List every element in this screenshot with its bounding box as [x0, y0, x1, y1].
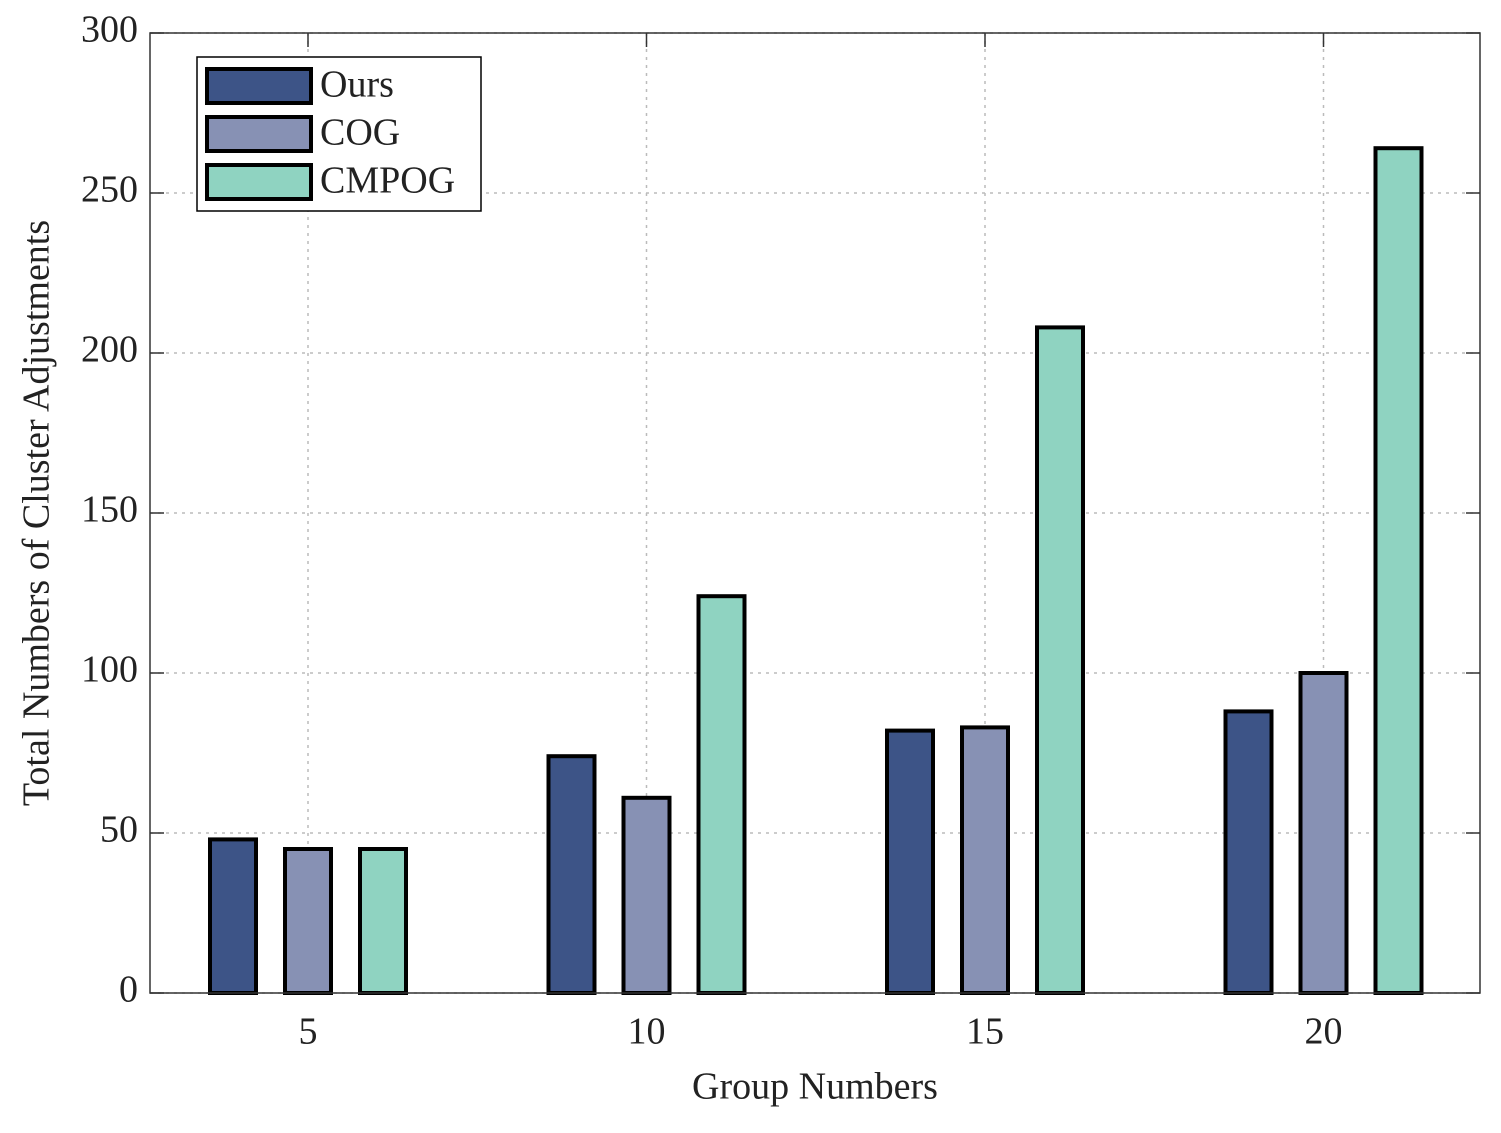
y-axis-label: Total Numbers of Cluster Adjustments — [16, 220, 58, 806]
y-tick-label: 100 — [81, 649, 138, 691]
x-tick-label: 20 — [1305, 1011, 1343, 1053]
x-axis-label: Group Numbers — [692, 1066, 938, 1108]
bar — [546, 754, 597, 996]
bar — [696, 594, 747, 995]
legend-swatch — [205, 115, 313, 153]
y-tick-label: 150 — [81, 489, 138, 531]
bar — [208, 837, 258, 996]
y-tick-label: 300 — [81, 9, 138, 51]
x-tick-label: 5 — [299, 1011, 318, 1053]
y-tick-label: 250 — [81, 169, 138, 211]
bar — [1035, 325, 1085, 995]
legend-label: Ours — [320, 64, 394, 106]
legend-swatch — [205, 67, 313, 105]
legend-label: COG — [320, 112, 400, 154]
bar — [1223, 709, 1274, 996]
bar — [1373, 146, 1424, 995]
bar — [358, 847, 408, 995]
y-tick-label: 50 — [100, 809, 138, 851]
bar — [960, 725, 1010, 996]
bar — [885, 728, 935, 995]
y-tick-label: 0 — [119, 969, 138, 1011]
legend-label: CMPOG — [320, 160, 455, 202]
bar — [621, 795, 672, 995]
x-tick-label: 10 — [628, 1011, 666, 1053]
x-tick-label: 15 — [966, 1011, 1004, 1053]
y-tick-label: 200 — [81, 329, 138, 371]
plot-frame — [149, 32, 1481, 994]
bar — [283, 847, 333, 995]
bar — [1298, 671, 1349, 995]
legend-swatch — [205, 163, 313, 201]
